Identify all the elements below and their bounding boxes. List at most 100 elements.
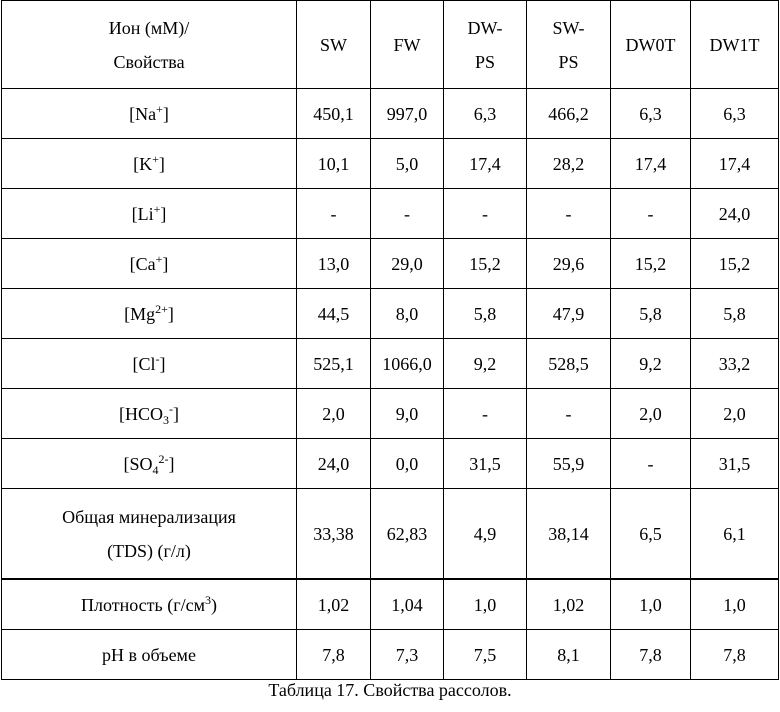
value-cell: 1,0 <box>691 579 779 630</box>
value-cell: 450,1 <box>297 89 371 139</box>
row-label: [K+] <box>2 139 297 189</box>
value-cell: 528,5 <box>527 339 611 389</box>
label-sup: + <box>156 102 163 116</box>
row-label: [Li+] <box>2 189 297 239</box>
table-caption: Таблица 17. Свойства рассолов. <box>0 680 780 701</box>
value-cell: 10,1 <box>297 139 371 189</box>
table-row: [Na+]450,1997,06,3466,26,36,3 <box>2 89 779 139</box>
label-text: pH в объеме <box>102 645 196 665</box>
value-cell: 9,0 <box>371 389 444 439</box>
label-text: ] <box>160 354 166 374</box>
header-row: Ион (мМ)/СвойстваSWFWDW-PSSW-PSDW0TDW1T <box>2 1 779 89</box>
value-cell: 7,8 <box>691 630 779 680</box>
label-line: pH в объеме <box>6 638 292 672</box>
value-cell: 6,5 <box>611 489 691 580</box>
label-text: [Li <box>132 204 154 224</box>
row-label: Плотность (г/см3) <box>2 579 297 630</box>
table-row: [HCO3-]2,09,0--2,02,0 <box>2 389 779 439</box>
value-cell: 47,9 <box>527 289 611 339</box>
value-cell: 28,2 <box>527 139 611 189</box>
value-cell: 24,0 <box>297 439 371 489</box>
value-cell: 24,0 <box>691 189 779 239</box>
label-text: ] <box>163 104 169 124</box>
value-cell: 62,83 <box>371 489 444 580</box>
label-text: [SO <box>123 454 152 474</box>
table-row: [Li+]-----24,0 <box>2 189 779 239</box>
value-cell: 9,2 <box>611 339 691 389</box>
label-sup: 2+ <box>155 302 168 316</box>
value-cell: 17,4 <box>691 139 779 189</box>
value-cell: 5,8 <box>691 289 779 339</box>
label-text: Плотность (г/см <box>81 595 205 615</box>
row-label: [Mg2+] <box>2 289 297 339</box>
table-row: pH в объеме7,87,37,58,17,87,8 <box>2 630 779 680</box>
value-cell: 7,8 <box>297 630 371 680</box>
value-cell: 13,0 <box>297 239 371 289</box>
table-header: Ион (мМ)/СвойстваSWFWDW-PSSW-PSDW0TDW1T <box>2 1 779 89</box>
value-cell: 15,2 <box>611 239 691 289</box>
label-text: [Mg <box>124 304 155 324</box>
page: Ион (мМ)/СвойстваSWFWDW-PSSW-PSDW0TDW1T … <box>0 0 780 712</box>
table-row: [Cl-]525,11066,09,2528,59,233,2 <box>2 339 779 389</box>
value-cell: 1066,0 <box>371 339 444 389</box>
label-line: (TDS) (г/л) <box>6 534 292 568</box>
value-cell: 17,4 <box>611 139 691 189</box>
header-line: SW <box>301 28 366 62</box>
header-line: Свойства <box>6 45 292 79</box>
label-line: Плотность (г/см3) <box>6 588 292 622</box>
value-cell: 5,0 <box>371 139 444 189</box>
value-cell: 9,2 <box>444 339 527 389</box>
header-cell: DW1T <box>691 1 779 89</box>
value-cell: 7,3 <box>371 630 444 680</box>
label-text: ] <box>160 204 166 224</box>
row-label: pH в объеме <box>2 630 297 680</box>
value-cell: 5,8 <box>611 289 691 339</box>
value-cell: 6,3 <box>444 89 527 139</box>
value-cell: 15,2 <box>444 239 527 289</box>
label-text: [Cl <box>132 354 155 374</box>
value-cell: 33,38 <box>297 489 371 580</box>
row-label: Общая минерализация (TDS) (г/л) <box>2 489 297 580</box>
value-cell: 6,3 <box>691 89 779 139</box>
label-text: [K <box>133 154 152 174</box>
label-line: [Na+] <box>6 97 292 131</box>
value-cell: 6,3 <box>611 89 691 139</box>
value-cell: 38,14 <box>527 489 611 580</box>
value-cell: - <box>371 189 444 239</box>
value-cell: - <box>527 389 611 439</box>
label-text: ] <box>173 404 179 424</box>
label-sup: + <box>152 152 159 166</box>
table-row: Плотность (г/см3)1,021,041,01,021,01,0 <box>2 579 779 630</box>
header-cell: DW-PS <box>444 1 527 89</box>
label-text: ] <box>162 254 168 274</box>
value-cell: 1,0 <box>611 579 691 630</box>
value-cell: 5,8 <box>444 289 527 339</box>
label-line: [HCO3-] <box>6 397 292 431</box>
header-line: Ион (мМ)/ <box>6 11 292 45</box>
label-text: [HCO <box>119 404 163 424</box>
value-cell: 55,9 <box>527 439 611 489</box>
value-cell: 8,0 <box>371 289 444 339</box>
header-cell: Ион (мМ)/Свойства <box>2 1 297 89</box>
label-line: [Li+] <box>6 197 292 231</box>
value-cell: - <box>611 439 691 489</box>
header-line: PS <box>531 45 606 79</box>
row-label: [Ca+] <box>2 239 297 289</box>
label-line: [SO42-] <box>6 447 292 481</box>
value-cell: 2,0 <box>297 389 371 439</box>
value-cell: 7,5 <box>444 630 527 680</box>
label-text: Общая минерализация <box>62 507 236 527</box>
header-line: DW- <box>448 11 522 45</box>
value-cell: - <box>444 389 527 439</box>
value-cell: 525,1 <box>297 339 371 389</box>
value-cell: - <box>444 189 527 239</box>
table-body: [Na+]450,1997,06,3466,26,36,3[K+]10,15,0… <box>2 89 779 680</box>
row-label: [SO42-] <box>2 439 297 489</box>
value-cell: 44,5 <box>297 289 371 339</box>
value-cell: 4,9 <box>444 489 527 580</box>
value-cell: 2,0 <box>691 389 779 439</box>
label-sup: 2- <box>159 452 169 466</box>
brine-table: Ион (мМ)/СвойстваSWFWDW-PSSW-PSDW0TDW1T … <box>1 0 779 680</box>
value-cell: 466,2 <box>527 89 611 139</box>
value-cell: 33,2 <box>691 339 779 389</box>
